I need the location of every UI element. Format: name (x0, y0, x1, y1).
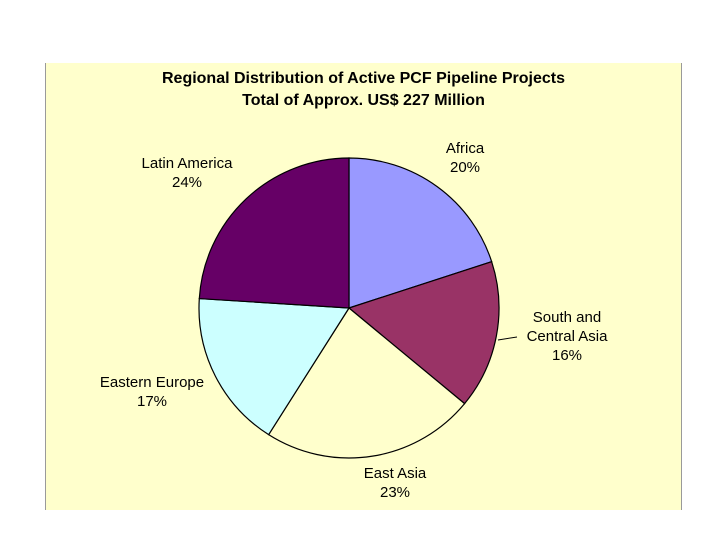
chart-title: Regional Distribution of Active PCF Pipe… (161, 70, 566, 87)
slice-label-east-asia: East Asia 23% (364, 465, 427, 501)
slice-label-africa: Africa 20% (446, 140, 485, 176)
slice-label-south-and-central-asia: South and Central Asia 16% (527, 309, 609, 364)
slice-label-latin-america: Latin America 24% (142, 155, 234, 191)
pie-slice-eastern-europe (198, 297, 351, 436)
slice-label-eastern-europe: Eastern Europe 17% (100, 374, 204, 410)
pie-slice-south-and-central-asia (347, 260, 500, 405)
leader-line-south-and-central-asia (497, 336, 518, 341)
chart-subtitle: Total of Approx. US$ 227 Million (242, 92, 485, 109)
pie-slice-latin-america (198, 157, 350, 309)
pie-slice-east-asia (267, 307, 466, 459)
pie-slice-africa (348, 157, 493, 309)
